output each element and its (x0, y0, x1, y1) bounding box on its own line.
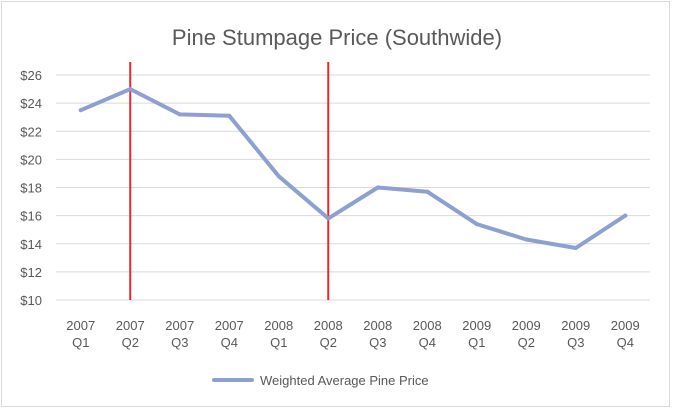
y-tick-label: $24 (20, 96, 42, 111)
x-tick-label-quarter: Q2 (122, 335, 139, 350)
x-tick-label-quarter: Q3 (171, 335, 188, 350)
x-axis-ticks: 2007 Q1 2007 Q2 2007 Q3 2007 Q4 2008 Q1 2008 Q2 2008… (66, 318, 639, 350)
data-point (177, 112, 182, 117)
y-tick-label: $12 (20, 265, 42, 280)
y-tick-label: $14 (20, 237, 42, 252)
y-tick-label: $16 (20, 209, 42, 224)
data-point (573, 245, 578, 250)
legend-label: Weighted Average Pine Price (260, 373, 429, 388)
x-tick-label-quarter: Q1 (468, 335, 485, 350)
data-point (623, 213, 628, 218)
data-point (227, 113, 232, 118)
x-tick-label-year: 2009 (561, 318, 590, 333)
series-lines (78, 87, 628, 250)
x-tick-label-quarter: Q4 (419, 335, 436, 350)
x-tick-label-year: 2008 (264, 318, 293, 333)
y-axis-ticks: $10 $12 $14 $16 $18 $20 $22 $24 $26 (20, 68, 42, 308)
legend: Weighted Average Pine Price (212, 373, 429, 388)
data-point (326, 216, 331, 221)
y-tick-label: $18 (20, 181, 42, 196)
data-point (474, 222, 479, 227)
x-tick-label-year: 2008 (413, 318, 442, 333)
y-tick-label: $26 (20, 68, 42, 83)
x-tick-label-quarter: Q3 (369, 335, 386, 350)
data-point (524, 237, 529, 242)
data-point (78, 108, 83, 113)
x-tick-label-quarter: Q1 (270, 335, 287, 350)
x-tick-label-year: 2008 (314, 318, 343, 333)
x-tick-label-year: 2009 (611, 318, 640, 333)
x-tick-label-quarter: Q4 (617, 335, 634, 350)
vertical-markers (129, 62, 330, 300)
data-point (425, 189, 430, 194)
y-tick-label: $22 (20, 124, 42, 139)
x-tick-label-year: 2009 (512, 318, 541, 333)
x-tick-label-quarter: Q2 (320, 335, 337, 350)
data-point (375, 185, 380, 190)
x-tick-label-quarter: Q4 (221, 335, 238, 350)
x-tick-label-year: 2007 (215, 318, 244, 333)
data-point (128, 87, 133, 92)
x-tick-label-quarter: Q3 (567, 335, 584, 350)
x-tick-label-year: 2007 (165, 318, 194, 333)
x-tick-label-quarter: Q2 (518, 335, 535, 350)
x-tick-label-quarter: Q1 (72, 335, 89, 350)
x-tick-label-year: 2007 (116, 318, 145, 333)
series-line (78, 87, 628, 250)
y-tick-label: $20 (20, 152, 42, 167)
gridlines (56, 74, 650, 301)
data-point (276, 174, 281, 179)
x-tick-label-year: 2009 (462, 318, 491, 333)
x-tick-label-year: 2008 (363, 318, 392, 333)
y-tick-label: $10 (20, 293, 42, 308)
chart-title: Pine Stumpage Price (Southwide) (172, 25, 502, 50)
x-tick-label-year: 2007 (66, 318, 95, 333)
